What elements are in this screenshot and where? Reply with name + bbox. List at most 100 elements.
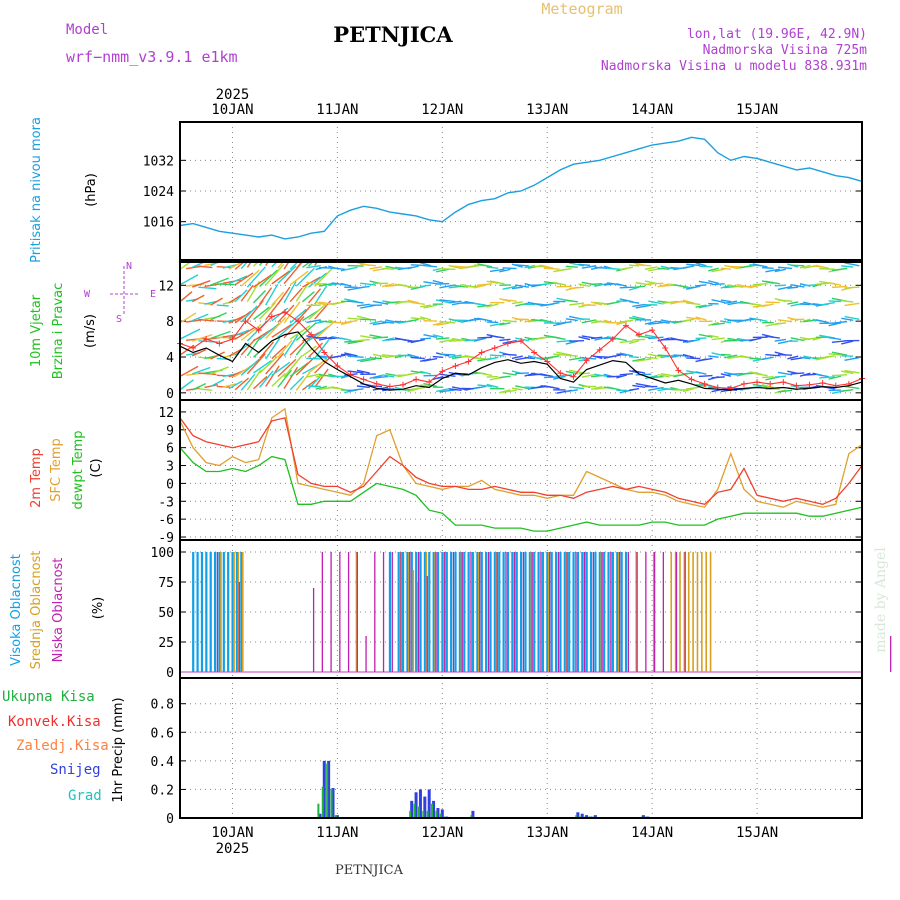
low-cloud-bar bbox=[575, 552, 577, 672]
high-cloud-bar bbox=[213, 552, 217, 672]
snow-bar bbox=[576, 812, 580, 818]
wind-arrow bbox=[228, 314, 246, 324]
top-tick-label: 14JAN bbox=[631, 102, 673, 118]
snow-bar bbox=[414, 792, 418, 818]
wind-arrow bbox=[283, 281, 297, 304]
hail-label: Grad bbox=[68, 788, 102, 804]
wind-arrow bbox=[799, 318, 811, 323]
wind-arrow bbox=[240, 305, 258, 323]
wind-arrow bbox=[761, 303, 774, 308]
wind-arrow bbox=[259, 355, 279, 374]
wind-arrow bbox=[180, 379, 194, 391]
wind-arrow bbox=[502, 285, 517, 290]
wind-arrow bbox=[259, 302, 277, 320]
wind-gust-marker bbox=[740, 380, 747, 387]
wind-arrow bbox=[407, 372, 419, 376]
top-tick-label: 11JAN bbox=[316, 102, 358, 118]
wind-arrow bbox=[515, 337, 530, 342]
cloud-ytick-label: 100 bbox=[151, 546, 174, 561]
wind-arrow bbox=[628, 387, 640, 392]
wind-arrow bbox=[295, 322, 317, 341]
wind-arrow bbox=[295, 356, 315, 376]
wind-arrow bbox=[344, 340, 358, 343]
wind-arrow bbox=[657, 354, 670, 357]
wind-arrow bbox=[289, 362, 309, 377]
low-cloud-label: Niska Oblacnost bbox=[51, 558, 66, 663]
wind-arrow bbox=[340, 282, 352, 287]
wind-arrow bbox=[477, 263, 493, 268]
wind-arrow bbox=[360, 358, 376, 363]
mid-cloud-bar bbox=[237, 552, 240, 672]
wind-arrow bbox=[648, 336, 664, 340]
wind-arrow bbox=[331, 321, 346, 324]
wind-arrow bbox=[259, 322, 281, 341]
wind-arrow bbox=[448, 300, 462, 304]
high-cloud-bar bbox=[563, 552, 566, 672]
wind-arrow bbox=[594, 355, 609, 358]
compass-s: S bbox=[116, 314, 122, 325]
high-cloud-bar bbox=[585, 552, 588, 672]
wind-arrow bbox=[831, 267, 848, 272]
wind-arrow bbox=[306, 319, 321, 324]
wind-arrow bbox=[210, 366, 229, 375]
low-cloud-bar bbox=[684, 552, 686, 672]
wind-arrow bbox=[632, 384, 646, 388]
wind-arrow bbox=[240, 358, 260, 376]
wind-arrow bbox=[841, 370, 854, 375]
wind-arrow bbox=[486, 280, 499, 284]
wind-arrow bbox=[385, 338, 401, 341]
wind-arrow bbox=[265, 365, 280, 387]
wind-arrow bbox=[803, 284, 817, 287]
wind-arrow bbox=[686, 263, 701, 267]
wind-arrow bbox=[259, 370, 274, 388]
wind-arrow bbox=[318, 320, 334, 324]
wind-arrow bbox=[815, 319, 829, 324]
wind-gust-marker bbox=[662, 345, 669, 352]
wind-arrow bbox=[234, 310, 252, 324]
wind-arrow bbox=[799, 356, 811, 360]
pressure-unit: (hPa) bbox=[84, 173, 99, 207]
wind-arrow bbox=[777, 319, 793, 323]
wind-arrow bbox=[315, 385, 328, 390]
wind-arrow bbox=[315, 301, 328, 306]
high-cloud-bar bbox=[559, 552, 562, 672]
wind-arrow bbox=[191, 313, 209, 322]
snow-bar bbox=[410, 800, 414, 818]
wind-arrow bbox=[473, 337, 487, 342]
low-cloud-bar bbox=[356, 552, 358, 672]
wind-arrow bbox=[477, 283, 493, 286]
mid-cloud-bar bbox=[565, 552, 568, 672]
cloud-ytick-label: 25 bbox=[158, 636, 174, 651]
wind-arrow bbox=[657, 283, 670, 288]
wind-arrow bbox=[407, 265, 419, 270]
wind-arrow bbox=[553, 353, 566, 356]
wind-arrow bbox=[265, 337, 281, 360]
wind-arrow bbox=[787, 355, 799, 360]
wind-gust-marker bbox=[321, 349, 328, 356]
wind-arrow bbox=[752, 263, 768, 268]
wind-arrow bbox=[749, 337, 762, 342]
bottom-tick-year: 2025 bbox=[216, 841, 250, 857]
wind-arrow bbox=[439, 267, 456, 271]
wind-arrow bbox=[720, 353, 731, 356]
wind-arrow bbox=[828, 375, 842, 380]
snow-bar bbox=[432, 800, 436, 818]
wind-arrow bbox=[720, 299, 731, 303]
wind-arrow bbox=[844, 356, 860, 361]
wind-arrow bbox=[301, 379, 317, 391]
wind-arrow bbox=[803, 373, 817, 376]
high-cloud-bar bbox=[458, 552, 461, 672]
wind-arrow bbox=[543, 267, 560, 270]
wind-arrow bbox=[790, 372, 805, 375]
wind-arrow bbox=[356, 285, 370, 289]
low-cloud-bar bbox=[321, 552, 323, 672]
bottom-tick-label: 12JAN bbox=[421, 825, 463, 841]
wind-arrow bbox=[698, 383, 713, 388]
total-precip-bar bbox=[470, 815, 473, 818]
wind-arrow bbox=[515, 385, 530, 390]
wind-arrow bbox=[765, 280, 780, 285]
wind-arrow bbox=[228, 275, 248, 285]
wind-arrow bbox=[648, 353, 664, 358]
snow-bar bbox=[418, 789, 422, 818]
high-cloud-bar bbox=[397, 552, 400, 672]
